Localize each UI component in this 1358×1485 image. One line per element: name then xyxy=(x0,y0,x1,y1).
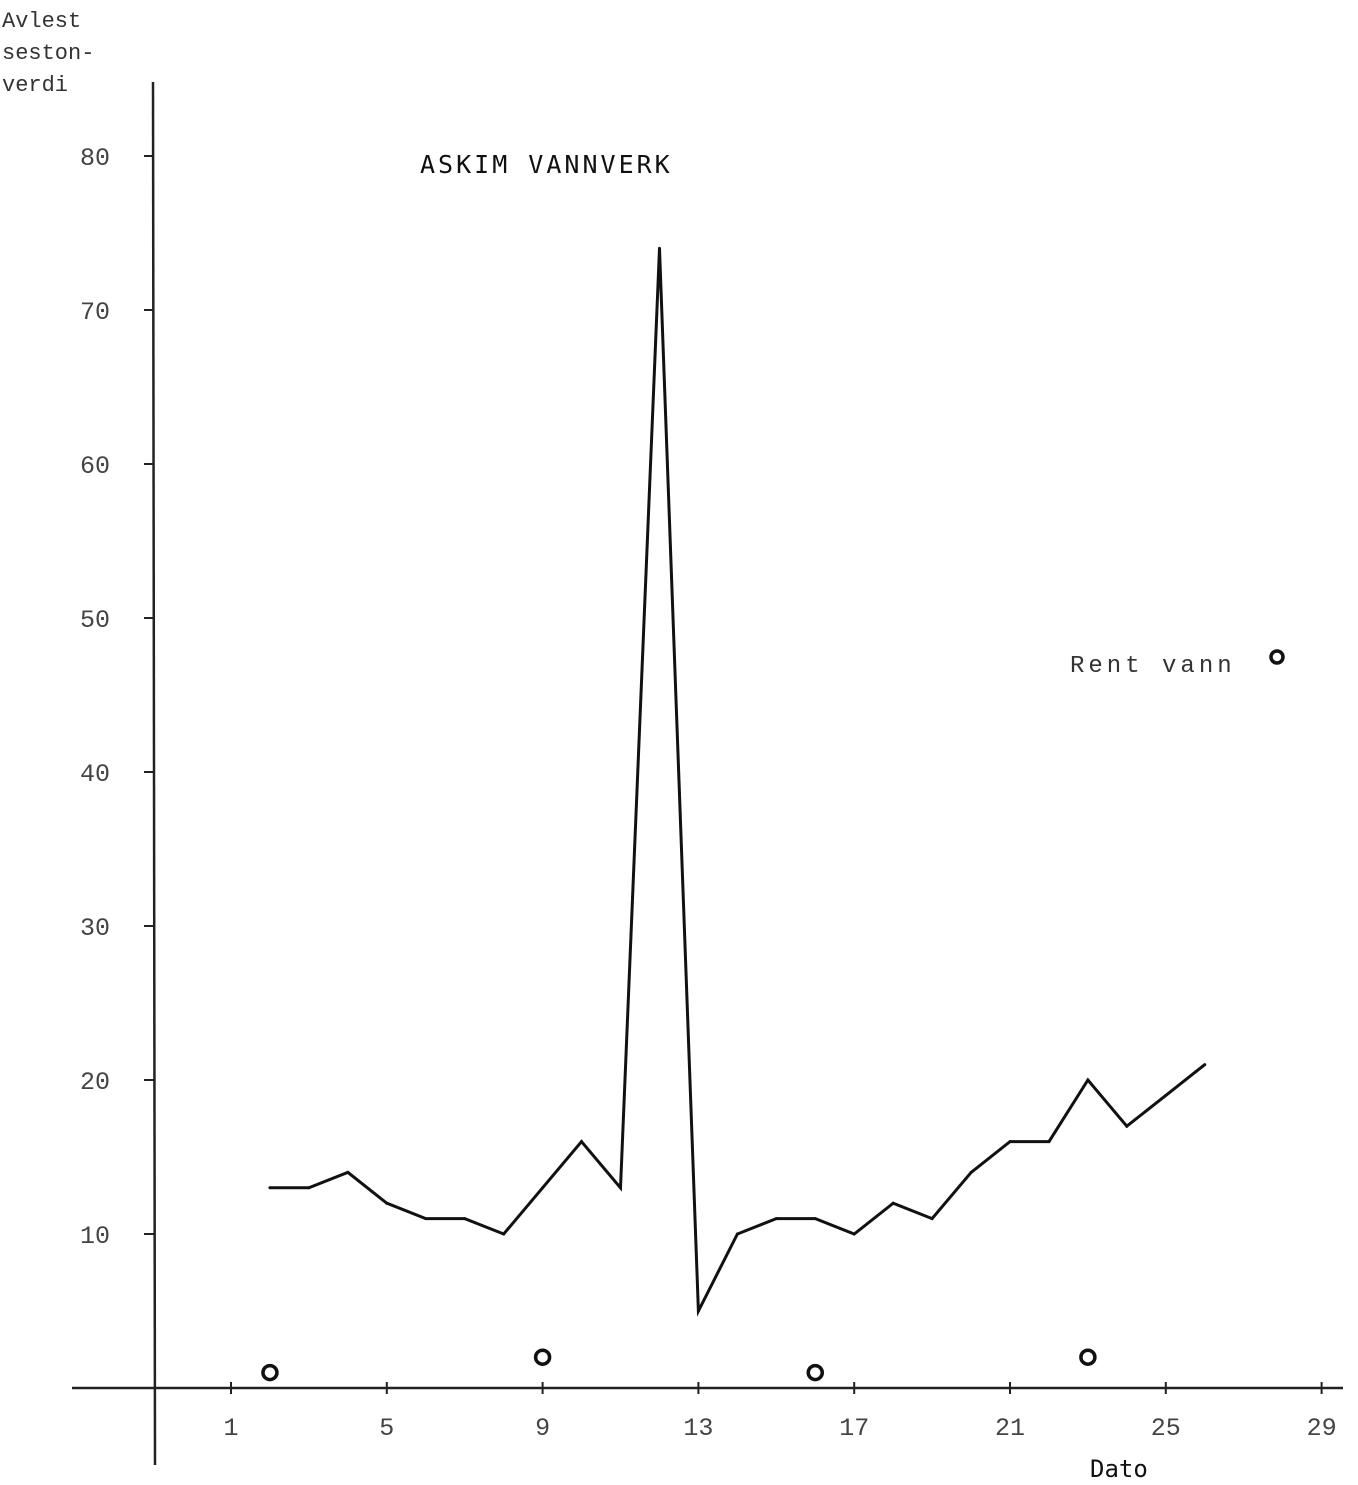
seston-series-line xyxy=(269,248,1206,1317)
rent-vann-series xyxy=(261,1348,1097,1382)
x-tick-label-9: 9 xyxy=(535,1414,550,1443)
y-axis-label-line-2: seston- xyxy=(2,41,94,66)
data-point-dato-5 xyxy=(385,1201,389,1205)
rent-vann-point-dato-2 xyxy=(261,1363,279,1382)
data-point-dato-7 xyxy=(463,1217,467,1221)
data-point-dato-18 xyxy=(891,1201,895,1205)
rent-vann-point-dato-16 xyxy=(806,1363,824,1382)
x-tick-label-25: 25 xyxy=(1151,1414,1181,1443)
y-tick-label-60: 60 xyxy=(80,452,110,481)
data-point-dato-9 xyxy=(541,1186,545,1190)
data-point-dato-4 xyxy=(346,1170,350,1174)
y-axis-line xyxy=(151,81,157,1466)
data-point-dato-20 xyxy=(969,1170,973,1174)
data-point-dato-15 xyxy=(774,1217,778,1221)
y-axis-ticks: 10 20 30 40 50 60 70 80 xyxy=(80,144,154,1251)
data-point-dato-25 xyxy=(1164,1093,1168,1097)
legend-label-rent-vann: Rent vann xyxy=(1070,653,1236,680)
x-tick-label-13: 13 xyxy=(683,1414,713,1443)
y-axis-label: Avlest seston- verdi xyxy=(2,9,94,98)
rent-vann-point-dato-9 xyxy=(533,1348,552,1366)
data-point-dato-12 xyxy=(657,246,661,250)
x-tick-label-29: 29 xyxy=(1307,1414,1337,1443)
data-point-dato-23 xyxy=(1086,1078,1090,1082)
y-tick-label-50: 50 xyxy=(80,606,110,635)
data-point-dato-13 xyxy=(696,1309,700,1313)
data-point-dato-22 xyxy=(1047,1140,1051,1144)
seston-series-points xyxy=(268,246,1207,1313)
y-axis-label-line-1: Avlest xyxy=(2,9,81,34)
y-tick-label-30: 30 xyxy=(80,914,110,943)
x-tick-label-1: 1 xyxy=(223,1414,238,1443)
data-point-dato-3 xyxy=(307,1186,311,1190)
data-point-dato-8 xyxy=(502,1232,506,1236)
y-tick-label-10: 10 xyxy=(80,1222,110,1251)
x-axis-ticks: 1 5 9 13 17 21 25 29 xyxy=(223,1382,1337,1443)
y-tick-label-20: 20 xyxy=(80,1068,110,1097)
data-point-dato-6 xyxy=(424,1217,428,1221)
y-tick-label-70: 70 xyxy=(80,298,110,327)
x-axis-label: Dato xyxy=(1090,1455,1148,1483)
data-point-dato-2 xyxy=(268,1186,272,1190)
legend: Rent vann xyxy=(1070,649,1285,680)
chart-title: ASKIM VANNVERK xyxy=(420,150,673,179)
data-point-dato-11 xyxy=(619,1186,622,1190)
data-point-dato-17 xyxy=(852,1232,856,1236)
data-point-dato-21 xyxy=(1008,1140,1012,1144)
data-point-dato-24 xyxy=(1125,1124,1129,1128)
legend-marker-circle-icon xyxy=(1269,649,1285,665)
x-tick-label-21: 21 xyxy=(995,1414,1025,1443)
y-axis-label-line-3: verdi xyxy=(2,73,68,98)
data-point-dato-14 xyxy=(735,1232,739,1236)
y-tick-label-40: 40 xyxy=(80,760,110,789)
data-point-dato-16 xyxy=(813,1217,817,1221)
x-tick-label-17: 17 xyxy=(839,1414,869,1443)
y-tick-label-80: 80 xyxy=(80,144,110,173)
rent-vann-point-dato-23 xyxy=(1079,1348,1097,1366)
data-point-dato-10 xyxy=(580,1140,584,1144)
data-point-dato-19 xyxy=(930,1217,934,1221)
data-point-dato-26 xyxy=(1203,1063,1207,1067)
x-tick-label-5: 5 xyxy=(379,1414,394,1443)
